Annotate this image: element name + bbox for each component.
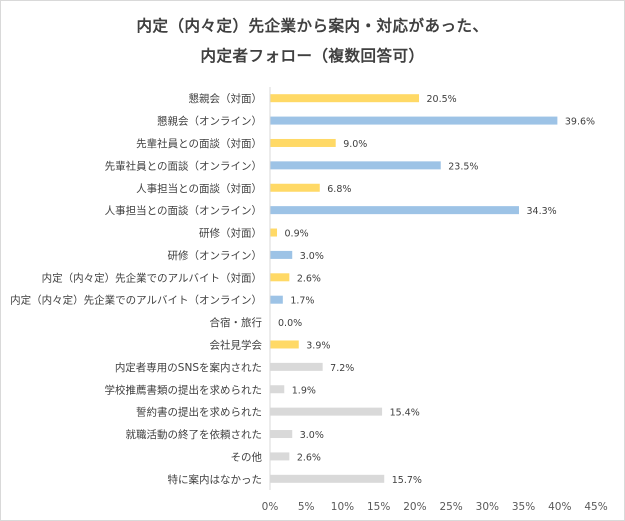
category-label: 研修（オンライン） bbox=[168, 249, 263, 262]
value-label: 2.6% bbox=[297, 273, 321, 284]
x-tick-label: 0% bbox=[262, 501, 279, 513]
bar bbox=[270, 228, 278, 237]
value-label: 2.6% bbox=[297, 452, 321, 463]
chart-title-line-1: 内定（内々定）先企業から案内・対応があった、 bbox=[136, 17, 489, 35]
value-label: 1.9% bbox=[292, 385, 316, 396]
bar bbox=[270, 183, 320, 192]
category-label: 人事担当との面談（対面） bbox=[136, 182, 262, 195]
category-label: 学校推薦書類の提出を求められた bbox=[105, 383, 263, 396]
x-tick-label: 25% bbox=[439, 501, 462, 513]
bar bbox=[270, 295, 283, 304]
category-label: 合宿・旅行 bbox=[210, 316, 263, 329]
category-label: 内定（内々定）先企業でのアルバイト（対面） bbox=[42, 271, 262, 284]
bar bbox=[270, 452, 290, 461]
bar bbox=[270, 273, 290, 282]
category-label: 人事担当との面談（オンライン） bbox=[105, 204, 262, 217]
x-tick-label: 5% bbox=[298, 501, 315, 513]
value-label: 34.3% bbox=[526, 206, 556, 217]
x-tick-label: 20% bbox=[403, 501, 426, 513]
x-tick-label: 15% bbox=[367, 501, 390, 513]
x-tick-label: 10% bbox=[331, 501, 354, 513]
value-label: 1.7% bbox=[290, 296, 314, 307]
category-label: 特に案内はなかった bbox=[168, 473, 263, 486]
value-label: 3.0% bbox=[300, 430, 324, 441]
category-label: 内定（内々定）先企業でのアルバイト（オンライン） bbox=[10, 294, 262, 307]
x-tick-label: 45% bbox=[584, 501, 607, 513]
value-label: 15.4% bbox=[390, 408, 420, 419]
value-label: 6.8% bbox=[327, 184, 351, 195]
value-label: 9.0% bbox=[343, 139, 367, 150]
bar bbox=[270, 250, 293, 259]
bar bbox=[270, 430, 293, 439]
category-label: 研修（対面） bbox=[199, 227, 262, 240]
value-label: 20.5% bbox=[427, 94, 457, 105]
category-label: 先輩社員との面談（オンライン） bbox=[105, 159, 262, 172]
category-label: 先輩社員との面談（対面） bbox=[136, 137, 262, 150]
x-tick-label: 30% bbox=[476, 501, 499, 513]
category-label: 懇親会（オンライン） bbox=[157, 115, 262, 128]
value-label: 0.9% bbox=[285, 229, 309, 240]
value-label: 39.6% bbox=[565, 117, 595, 128]
category-label: 就職活動の終了を依頼された bbox=[126, 428, 263, 441]
bar bbox=[270, 206, 519, 215]
x-tick-label: 35% bbox=[512, 501, 535, 513]
value-label: 7.2% bbox=[330, 363, 354, 374]
bar bbox=[270, 407, 383, 416]
bar bbox=[270, 161, 441, 170]
value-label: 3.9% bbox=[306, 340, 330, 351]
bar bbox=[270, 94, 420, 103]
category-label: 懇親会（対面） bbox=[189, 92, 263, 105]
category-label: 会社見学会 bbox=[210, 338, 263, 351]
category-label: 内定者専用のSNSを案内された bbox=[115, 361, 262, 374]
chart-title-line-2: 内定者フォロー（複数回答可） bbox=[200, 47, 425, 65]
bar bbox=[270, 340, 299, 349]
category-label: 誓約書の提出を求められた bbox=[136, 406, 262, 419]
bar bbox=[270, 362, 323, 371]
value-label: 23.5% bbox=[448, 161, 478, 172]
bar bbox=[270, 116, 558, 125]
category-label: その他 bbox=[231, 450, 263, 463]
value-label: 15.7% bbox=[392, 475, 422, 486]
bar bbox=[270, 138, 336, 147]
value-label: 0.0% bbox=[278, 318, 302, 329]
bar bbox=[270, 474, 385, 483]
bar bbox=[270, 385, 285, 394]
x-tick-label: 40% bbox=[548, 501, 571, 513]
value-label: 3.0% bbox=[300, 251, 324, 262]
